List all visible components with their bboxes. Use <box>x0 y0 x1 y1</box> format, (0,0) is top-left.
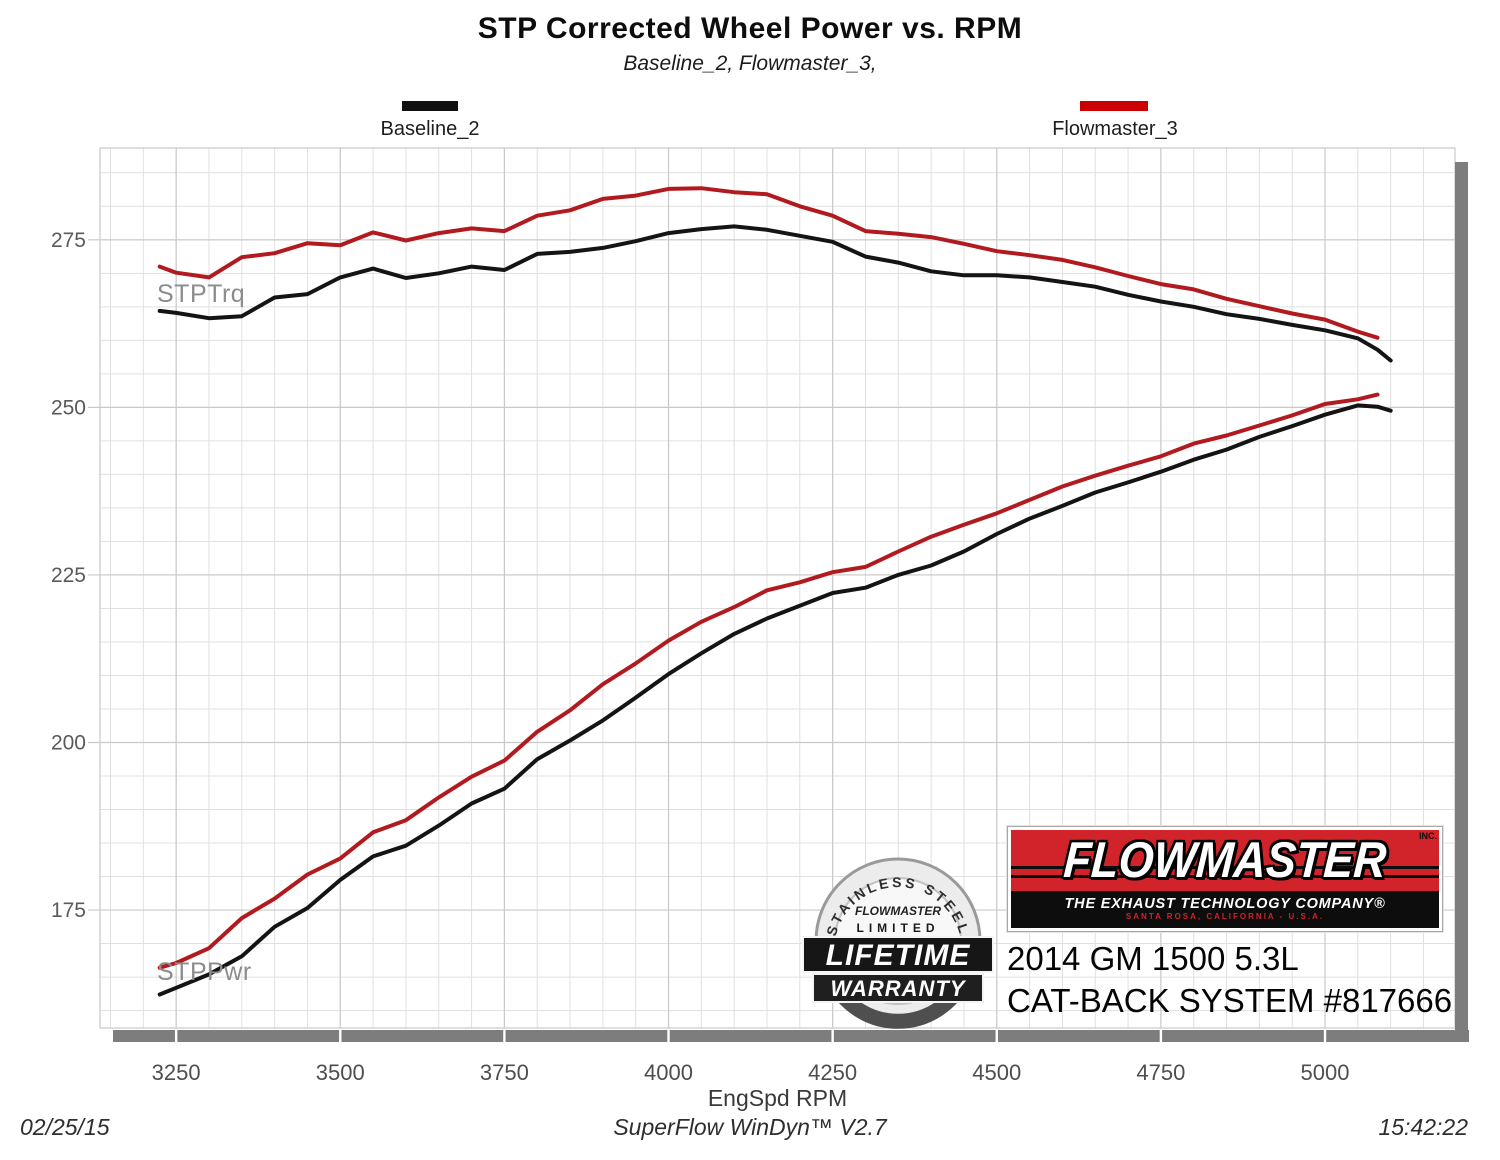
footer-date: 02/25/15 <box>20 1114 110 1140</box>
badge-brand: FLOWMASTER <box>855 904 941 918</box>
badge-line1: LIFETIME <box>826 939 971 972</box>
vertical-scrollbar[interactable] <box>1455 162 1468 1042</box>
scrollbar-divider <box>339 1030 342 1042</box>
legend-swatch-baseline <box>402 101 458 111</box>
y-tick-label: 175 <box>51 899 86 922</box>
page-subtitle: Baseline_2, Flowmaster_3, <box>623 52 877 75</box>
legend-label-flowmaster: Flowmaster_3 <box>1052 118 1178 140</box>
x-tick-label: 5000 <box>1301 1060 1350 1085</box>
scrollbar-divider <box>667 1030 670 1042</box>
torque-curve-label: STPTrq <box>157 280 246 308</box>
badge-banner-1 <box>802 936 994 973</box>
scrollbar-divider <box>995 1030 998 1042</box>
logo-stripe <box>1011 866 1439 869</box>
x-tick-label: 4000 <box>644 1060 693 1085</box>
flowmaster-wordmark: FLOWMASTER <box>1062 830 1389 888</box>
vehicle-line: 2014 GM 1500 5.3L <box>1007 940 1299 977</box>
legend-swatch-flowmaster <box>1080 101 1148 111</box>
curve-flowmaster-3-stptrq <box>157 186 1380 340</box>
flowmaster-logo-red-band: FLOWMASTER INC. <box>1011 830 1439 891</box>
logo-location: SANTA ROSA, CALIFORNIA - U.S.A. <box>1125 912 1325 921</box>
power-curve-label: STPPwr <box>157 958 252 986</box>
logo-tagline: THE EXHAUST TECHNOLOGY COMPANY® <box>1064 896 1386 912</box>
curve-flowmaster-3-stppwr <box>157 392 1380 970</box>
logo-inc-mark: INC. <box>1419 831 1437 841</box>
footer-software: SuperFlow WinDyn™ V2.7 <box>613 1114 887 1140</box>
system-line: CAT-BACK SYSTEM #817666 <box>1007 982 1453 1020</box>
scrollbar-divider <box>1159 1030 1163 1042</box>
y-tick-label: 275 <box>51 229 86 252</box>
scrollbar-divider <box>1323 1030 1327 1042</box>
x-tick-label: 3500 <box>316 1060 365 1085</box>
horizontal-scrollbar[interactable] <box>113 1030 1469 1042</box>
badge-line2: WARRANTY <box>830 976 966 1001</box>
y-tick-label: 200 <box>51 731 86 754</box>
x-tick-label: 4500 <box>972 1060 1021 1085</box>
y-tick-label: 225 <box>51 564 86 587</box>
badge-limited: LIMITED <box>857 921 940 935</box>
scrollbar-divider <box>831 1030 834 1042</box>
scrollbar-divider <box>503 1030 506 1042</box>
y-tick-label: 250 <box>51 396 86 419</box>
legend-label-baseline: Baseline_2 <box>380 118 480 140</box>
x-tick-label: 3250 <box>152 1060 201 1085</box>
curve-baseline-2-stppwr <box>157 403 1393 997</box>
flowmaster-logo-black-band: THE EXHAUST TECHNOLOGY COMPANY® SANTA RO… <box>1011 891 1439 928</box>
vehicle-info: 2014 GM 1500 5.3L CAT-BACK SYSTEM #81766… <box>1007 938 1457 1022</box>
x-axis-title: EngSpd RPM <box>707 1085 848 1111</box>
x-tick-label: 3750 <box>480 1060 529 1085</box>
lifetime-warranty-badge: STAINLESS STEEL FLOWMASTER LIMITED LIFET… <box>802 857 994 1029</box>
curve-baseline-2-stptrq <box>157 224 1393 363</box>
footer-time: 15:42:22 <box>1378 1114 1468 1140</box>
logo-stripe <box>1011 875 1439 878</box>
page-title: STP Corrected Wheel Power vs. RPM <box>477 12 1023 45</box>
x-tick-label: 4750 <box>1136 1060 1185 1085</box>
scrollbar-divider <box>174 1030 178 1042</box>
badge-banner-2 <box>812 973 984 1003</box>
flowmaster-logo: FLOWMASTER INC. THE EXHAUST TECHNOLOGY C… <box>1007 826 1443 932</box>
x-tick-label: 4250 <box>808 1060 857 1085</box>
